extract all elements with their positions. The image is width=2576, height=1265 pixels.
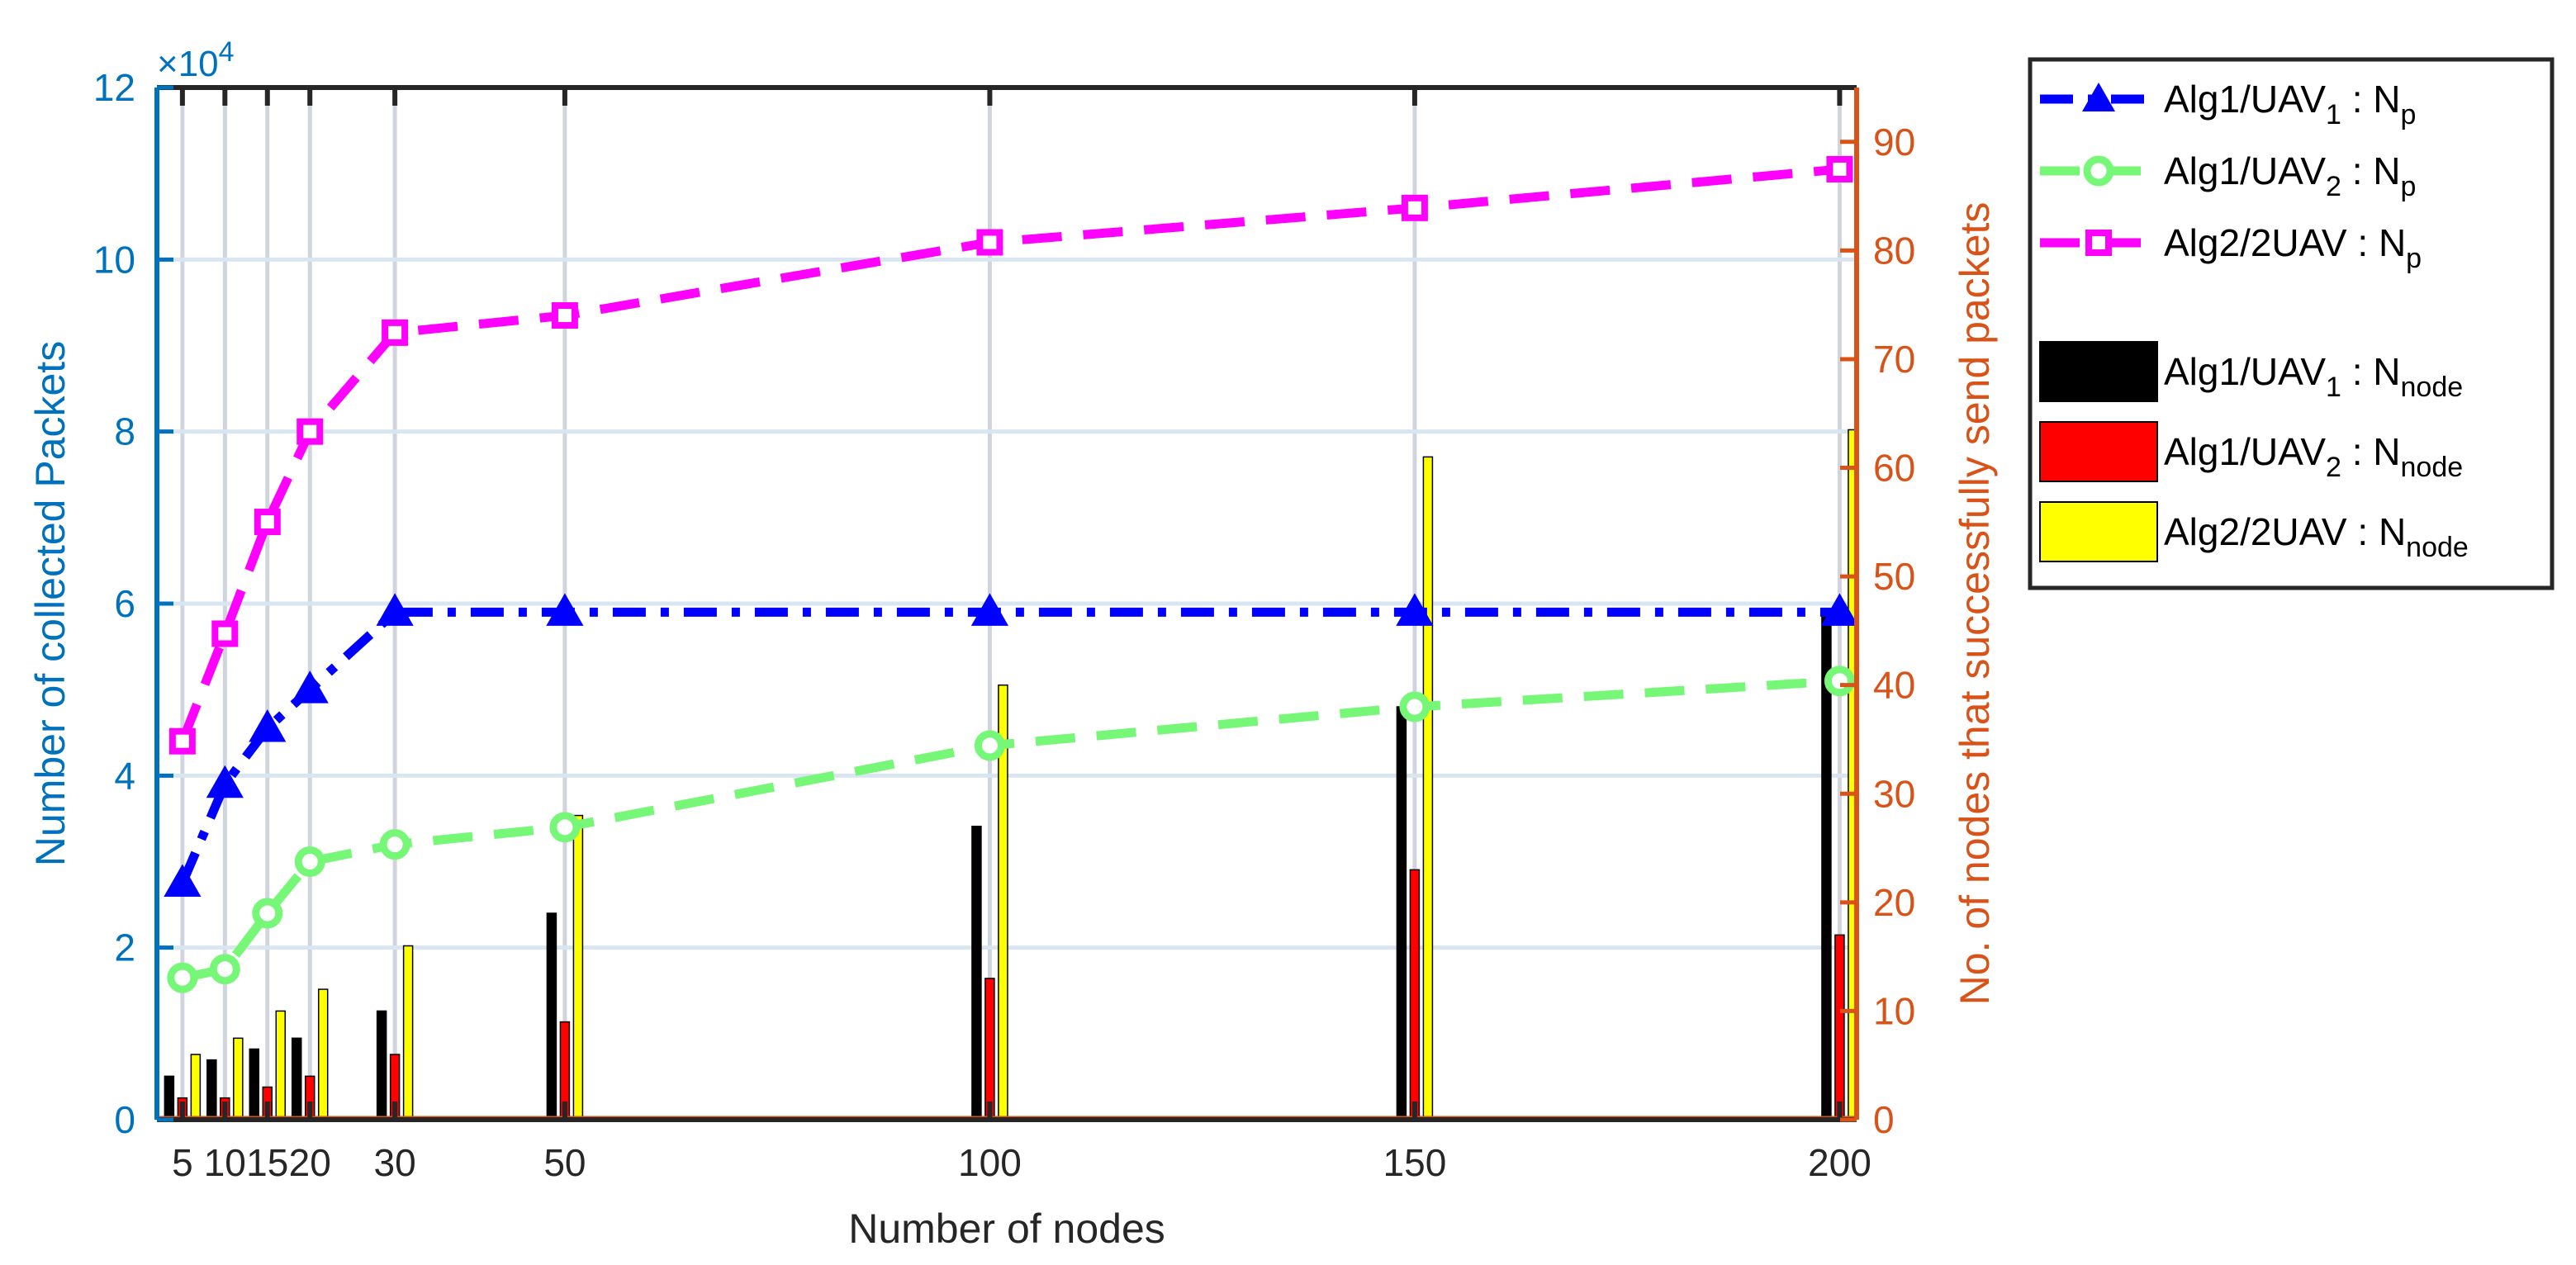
legend-label: Alg1/UAV1 : Np xyxy=(2164,78,2416,130)
y-right-tick-label: 40 xyxy=(1873,664,1915,707)
y-right-tick-label: 30 xyxy=(1873,772,1915,815)
point-marker xyxy=(1396,593,1434,626)
x-axis-label: Number of nodes xyxy=(848,1206,1165,1252)
y-left-tick-label: 2 xyxy=(114,926,135,969)
point-marker xyxy=(167,962,198,993)
y-left-tick-label: 4 xyxy=(114,754,135,797)
bar xyxy=(546,912,557,1119)
y-right-axis-label: No. of nodes that successfully send pack… xyxy=(1952,202,1998,1006)
x-tick-label: 200 xyxy=(1808,1141,1872,1184)
bar xyxy=(402,945,414,1119)
y-right-tick-labels: 0 10 20 30 40 50 60 70 80 90 xyxy=(1873,121,1915,1141)
x-tick-label: 20 xyxy=(289,1141,331,1184)
legend-label: Alg1/UAV1 : Nnode xyxy=(2164,350,2463,403)
x-tick-label: 150 xyxy=(1383,1141,1447,1184)
y-left-tick-label: 0 xyxy=(114,1098,135,1141)
point-marker xyxy=(249,709,287,742)
point-marker xyxy=(546,593,584,626)
point-marker xyxy=(376,593,414,626)
bar xyxy=(291,1037,302,1119)
bar xyxy=(971,825,982,1119)
x-tick-label: 30 xyxy=(374,1141,416,1184)
point-marker xyxy=(168,727,196,755)
point-marker xyxy=(1826,155,1853,182)
y-right-tick-label: 10 xyxy=(1873,989,1915,1032)
bar xyxy=(984,978,995,1119)
axis-ticks xyxy=(157,85,1857,1122)
point-marker xyxy=(551,302,578,329)
y-left-tick-labels: 0 2 4 6 8 10 12 xyxy=(93,66,135,1141)
y-left-tick-label: 8 xyxy=(114,410,135,453)
bar xyxy=(190,1054,202,1119)
point-marker xyxy=(382,319,409,346)
x-tick-labels: 5 10 15 20 30 50 100 150 200 xyxy=(172,1141,1872,1184)
bar xyxy=(1834,934,1845,1119)
legend-swatch xyxy=(2039,501,2158,562)
legend-marker xyxy=(2082,83,2115,111)
point-marker xyxy=(164,864,202,898)
legend: Alg1/UAV1 : Np Alg1/UAV2 : Np Alg2/2UAV : … xyxy=(2028,57,2555,590)
bar xyxy=(233,1037,244,1119)
series-line xyxy=(178,607,1840,885)
point-marker xyxy=(970,593,1009,626)
point-marker xyxy=(974,730,1005,761)
bar xyxy=(275,1010,287,1119)
y-right-tick-label: 60 xyxy=(1873,447,1915,490)
point-marker xyxy=(211,620,239,647)
point-marker xyxy=(291,670,329,704)
y-right-tick-label: 50 xyxy=(1873,555,1915,598)
y-left-tick-label: 12 xyxy=(93,66,135,109)
x-tick-label: 15 xyxy=(246,1141,288,1184)
bar xyxy=(249,1048,260,1119)
bar xyxy=(572,814,584,1119)
point-marker xyxy=(297,418,324,445)
point-marker xyxy=(549,812,581,843)
bar xyxy=(206,1059,217,1119)
y-left-tick-label: 10 xyxy=(93,238,135,281)
point-marker xyxy=(1824,666,1855,697)
legend-swatch xyxy=(2039,421,2158,482)
bar xyxy=(376,1010,387,1119)
bar xyxy=(1409,869,1421,1119)
x-tick-label: 10 xyxy=(204,1141,246,1184)
y-right-tick-label: 20 xyxy=(1873,881,1915,924)
legend-swatch xyxy=(2039,341,2158,402)
y-left-tick-label: 6 xyxy=(114,582,135,625)
legend-label: Alg1/UAV2 : Np xyxy=(2164,149,2416,202)
y-left-exponent: ×104 xyxy=(157,36,235,84)
legend-marker xyxy=(2083,155,2114,187)
point-marker xyxy=(379,829,410,860)
point-marker xyxy=(1820,593,1859,626)
x-tick-label: 5 xyxy=(172,1141,193,1184)
y-left-axis-label: Number of collected Packets xyxy=(27,341,74,866)
x-tick-label: 100 xyxy=(958,1141,1022,1184)
bar xyxy=(317,988,329,1119)
legend-label: Alg1/UAV2 : Nnode xyxy=(2164,430,2463,483)
point-marker xyxy=(294,846,325,877)
point-marker xyxy=(252,898,283,929)
point-marker xyxy=(254,509,281,536)
legend-label: Alg2/2UAV : Np xyxy=(2164,221,2422,274)
legend-box xyxy=(2028,57,2555,590)
point-marker xyxy=(1399,691,1430,723)
bar xyxy=(1422,456,1434,1119)
point-marker xyxy=(209,954,240,985)
bars xyxy=(164,429,1858,1119)
x-tick-label: 50 xyxy=(543,1141,586,1184)
point-marker xyxy=(976,229,1003,256)
point-marker xyxy=(206,765,244,798)
y-right-tick-label: 90 xyxy=(1873,121,1915,163)
point-marker xyxy=(1401,194,1428,221)
lines xyxy=(164,155,1859,993)
bar xyxy=(1396,706,1407,1119)
y-right-tick-label: 80 xyxy=(1873,229,1915,272)
y-right-tick-label: 0 xyxy=(1873,1098,1895,1141)
y-right-tick-label: 70 xyxy=(1873,338,1915,381)
legend-marker xyxy=(2085,230,2112,256)
legend-label: Alg2/2UAV : Nnode xyxy=(2164,510,2469,563)
bar xyxy=(164,1075,175,1119)
